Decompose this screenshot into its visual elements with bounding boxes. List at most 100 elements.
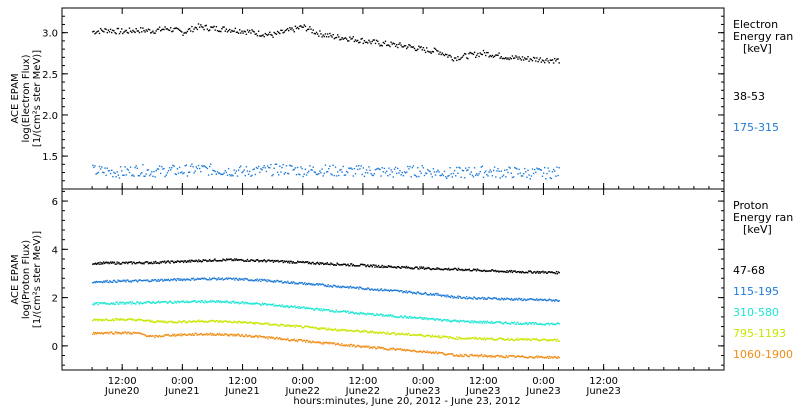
electron-point bbox=[265, 170, 268, 173]
proton-point bbox=[522, 356, 524, 358]
proton-point bbox=[210, 278, 213, 280]
proton-point bbox=[538, 356, 541, 358]
proton-point bbox=[418, 351, 420, 353]
proton-point bbox=[324, 262, 327, 265]
proton-point bbox=[438, 294, 440, 296]
proton-point bbox=[456, 297, 458, 299]
proton-point bbox=[444, 353, 446, 355]
proton-point bbox=[378, 266, 381, 268]
proton-point bbox=[424, 291, 426, 294]
proton-point bbox=[297, 325, 299, 327]
proton-point bbox=[231, 300, 233, 303]
proton-point bbox=[170, 335, 172, 337]
electron-legend-entry: 38-53 bbox=[733, 90, 765, 103]
proton-point bbox=[260, 323, 262, 325]
proton-point bbox=[406, 334, 408, 336]
proton-point bbox=[470, 354, 472, 356]
proton-point bbox=[392, 314, 394, 316]
proton-point bbox=[451, 337, 453, 339]
electron-point bbox=[106, 167, 108, 169]
proton-point bbox=[348, 329, 350, 332]
proton-point bbox=[195, 321, 197, 323]
proton-point bbox=[369, 330, 372, 332]
proton-point bbox=[364, 330, 366, 332]
proton-point bbox=[166, 322, 169, 324]
proton-point bbox=[118, 261, 120, 264]
proton-point bbox=[443, 353, 445, 356]
proton-point bbox=[368, 288, 371, 291]
electron-point bbox=[478, 55, 480, 58]
electron-point bbox=[516, 168, 518, 170]
electron-point bbox=[204, 166, 206, 168]
electron-point bbox=[369, 169, 371, 171]
proton-point bbox=[324, 284, 327, 287]
proton-point bbox=[320, 308, 322, 310]
proton-point bbox=[286, 325, 288, 327]
proton-point bbox=[342, 263, 345, 265]
proton-point bbox=[393, 332, 395, 334]
electron-point bbox=[202, 165, 204, 168]
proton-point bbox=[439, 352, 442, 354]
proton-point bbox=[439, 294, 442, 296]
proton-point bbox=[101, 320, 103, 322]
proton-point bbox=[128, 261, 130, 263]
electron-point bbox=[296, 166, 299, 169]
proton-point bbox=[401, 315, 403, 318]
electron-point bbox=[323, 35, 325, 38]
proton-point bbox=[164, 334, 166, 336]
proton-point bbox=[350, 343, 353, 346]
proton-point bbox=[505, 298, 507, 300]
proton-point bbox=[339, 330, 341, 332]
proton-point bbox=[499, 356, 501, 358]
proton-point bbox=[382, 266, 384, 269]
proton-point bbox=[291, 282, 293, 284]
proton-point bbox=[346, 344, 348, 347]
electron-point bbox=[269, 31, 271, 33]
electron-point bbox=[272, 36, 274, 38]
electron-point bbox=[288, 29, 290, 32]
electron-point bbox=[284, 29, 287, 32]
proton-point bbox=[363, 288, 365, 290]
electron-point bbox=[193, 28, 195, 30]
proton-point bbox=[510, 355, 513, 357]
proton-point bbox=[534, 271, 536, 273]
proton-point bbox=[491, 337, 493, 339]
proton-point bbox=[226, 321, 229, 324]
proton-point bbox=[436, 335, 438, 338]
electron-point bbox=[377, 40, 379, 43]
proton-point bbox=[352, 344, 355, 346]
electron-point bbox=[490, 55, 492, 58]
proton-point bbox=[137, 332, 139, 334]
proton-point bbox=[484, 355, 487, 357]
electron-point bbox=[392, 42, 394, 44]
proton-point bbox=[471, 337, 473, 339]
proton-point bbox=[154, 321, 156, 323]
proton-point bbox=[290, 305, 293, 307]
electron-point bbox=[294, 167, 297, 169]
electron-point bbox=[416, 176, 418, 178]
proton-point bbox=[272, 336, 275, 339]
proton-point bbox=[446, 353, 448, 356]
electron-point bbox=[551, 171, 554, 173]
proton-point bbox=[275, 280, 277, 282]
proton-point bbox=[241, 301, 243, 303]
proton-point bbox=[406, 316, 408, 318]
proton-point bbox=[480, 354, 482, 356]
proton-point bbox=[513, 270, 515, 272]
proton-point bbox=[306, 261, 309, 263]
proton-point bbox=[264, 337, 266, 339]
proton-point bbox=[387, 333, 390, 335]
electron-point bbox=[105, 28, 107, 31]
proton-point bbox=[385, 348, 387, 350]
proton-point bbox=[456, 269, 458, 271]
proton-point bbox=[314, 327, 316, 329]
proton-point bbox=[173, 302, 175, 304]
proton-point bbox=[523, 298, 525, 300]
proton-point bbox=[457, 338, 459, 340]
proton-point bbox=[306, 306, 308, 309]
proton-point bbox=[114, 318, 116, 320]
electron-point bbox=[225, 171, 228, 174]
proton-point bbox=[424, 351, 426, 354]
proton-point bbox=[397, 333, 399, 335]
proton-point bbox=[192, 320, 195, 322]
